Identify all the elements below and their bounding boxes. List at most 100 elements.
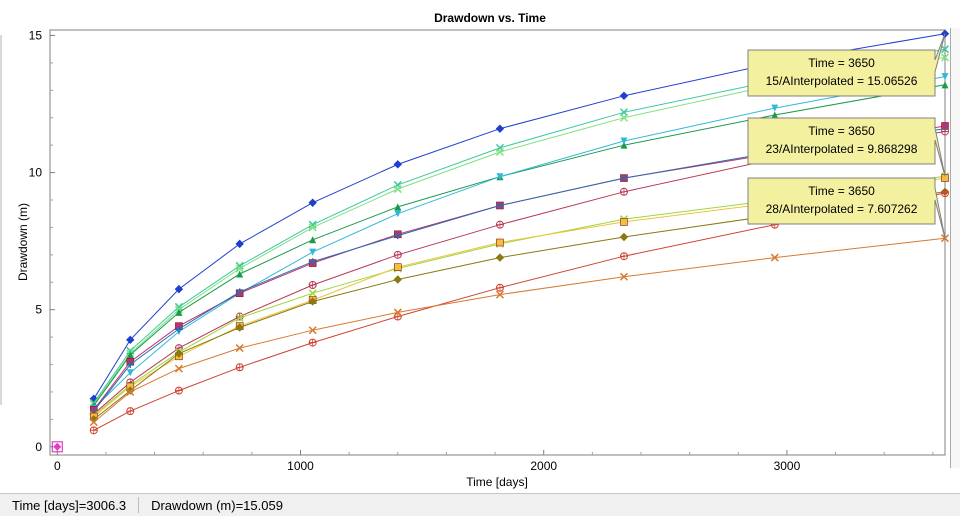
data-point: [940, 53, 950, 62]
callout-shape: [747, 33, 946, 97]
data-point: [235, 239, 244, 249]
data-point: [941, 127, 949, 136]
data-point: [495, 220, 504, 229]
data-point: [620, 218, 628, 226]
series-line: [93, 84, 946, 406]
data-point: [393, 312, 402, 321]
callout-value: 28/AInterpolated = 7.607262: [766, 202, 918, 216]
data-point: [308, 338, 317, 347]
data-point: [308, 281, 317, 289]
series-layer: [51, 29, 950, 453]
y-tick-label: 0: [35, 440, 42, 454]
data-point: [495, 290, 504, 299]
data-point: [495, 283, 504, 292]
data-point: [174, 364, 183, 373]
data-point: [174, 284, 184, 294]
data-point: [309, 236, 317, 244]
series-line: [93, 131, 946, 415]
x-tick-label: 0: [54, 459, 61, 473]
data-point: [236, 288, 244, 296]
status-bar: Time [days]=3006.3 Drawdown (m)=15.059: [0, 493, 960, 516]
data-point: [126, 351, 134, 359]
series-line: [93, 128, 946, 412]
data-point: [620, 141, 628, 149]
data-point: [619, 187, 628, 196]
series-12: [89, 189, 949, 435]
window-edge: [0, 35, 2, 405]
side-panel-edge: [950, 28, 960, 468]
callout-box: Time = 3650 28/AInterpolated = 7.607262: [747, 177, 946, 239]
y-tick-label: 15: [29, 28, 43, 42]
data-point: [174, 302, 183, 311]
data-point: [393, 275, 402, 284]
callout-time: Time = 3650: [808, 56, 875, 70]
series-line: [93, 76, 946, 409]
data-point: [619, 272, 628, 281]
drawdown-readout: Drawdown (m)=15.059: [151, 497, 283, 513]
data-point: [394, 210, 402, 218]
callout-time: Time = 3650: [808, 124, 875, 138]
data-point: [308, 223, 317, 232]
data-point: [393, 250, 402, 259]
y-axis-label: Drawdown (m): [16, 203, 30, 281]
x-tick-label: 2000: [530, 459, 557, 473]
data-point: [619, 113, 628, 122]
origin-marker-frame: [51, 441, 63, 453]
series-1: [89, 29, 950, 403]
data-point: [495, 253, 505, 262]
data-point: [126, 407, 135, 416]
y-tick-label: 5: [35, 303, 42, 317]
data-point: [308, 220, 317, 229]
callout-value: 23/AInterpolated = 9.868298: [766, 142, 918, 156]
data-point: [174, 349, 184, 358]
data-point: [393, 263, 402, 271]
data-point: [308, 289, 317, 298]
series-line: [93, 175, 946, 416]
data-point: [770, 253, 779, 262]
data-point: [175, 308, 183, 316]
chart-area: Drawdown vs. Time 0 5 10 15 0 1000 2000 3000 T…: [16, 11, 950, 489]
data-point: [126, 387, 135, 396]
data-point: [235, 264, 244, 273]
data-point: [89, 418, 98, 427]
data-point: [619, 252, 628, 261]
data-point: [495, 124, 505, 133]
data-point: [393, 185, 402, 194]
series-line: [93, 191, 946, 420]
data-point: [308, 198, 317, 207]
data-point: [941, 73, 949, 81]
data-point: [89, 426, 98, 435]
data-point: [235, 313, 244, 322]
time-readout: Time [days]=3006.3: [12, 497, 127, 513]
series-line: [93, 56, 946, 405]
data-point: [308, 326, 317, 335]
data-point: [394, 203, 402, 211]
data-point: [309, 258, 317, 266]
y-axis: 0 5 10 15: [29, 28, 55, 454]
data-point: [771, 104, 779, 112]
data-point: [235, 323, 244, 332]
data-point: [126, 335, 135, 345]
callout-time: Time = 3650: [808, 184, 875, 198]
data-point: [393, 308, 402, 317]
data-point: [308, 297, 317, 306]
data-point: [175, 325, 183, 333]
callout-box: Time = 3650 15/AInterpolated = 15.06526: [747, 33, 946, 97]
data-point: [940, 45, 950, 54]
data-point: [496, 173, 504, 181]
x-axis-label: Time [days]: [466, 475, 528, 489]
data-point: [126, 361, 134, 369]
data-point: [771, 111, 779, 119]
y-tick-label: 10: [29, 166, 43, 180]
data-point: [235, 344, 244, 353]
data-point: [174, 386, 183, 395]
data-point: [619, 91, 629, 101]
data-point: [393, 160, 402, 169]
data-point: [236, 270, 244, 278]
series-line: [93, 48, 946, 404]
data-point: [394, 232, 402, 240]
series-line: [93, 177, 946, 417]
callout-shape: [747, 177, 946, 239]
chart-title: Drawdown vs. Time: [434, 11, 546, 25]
